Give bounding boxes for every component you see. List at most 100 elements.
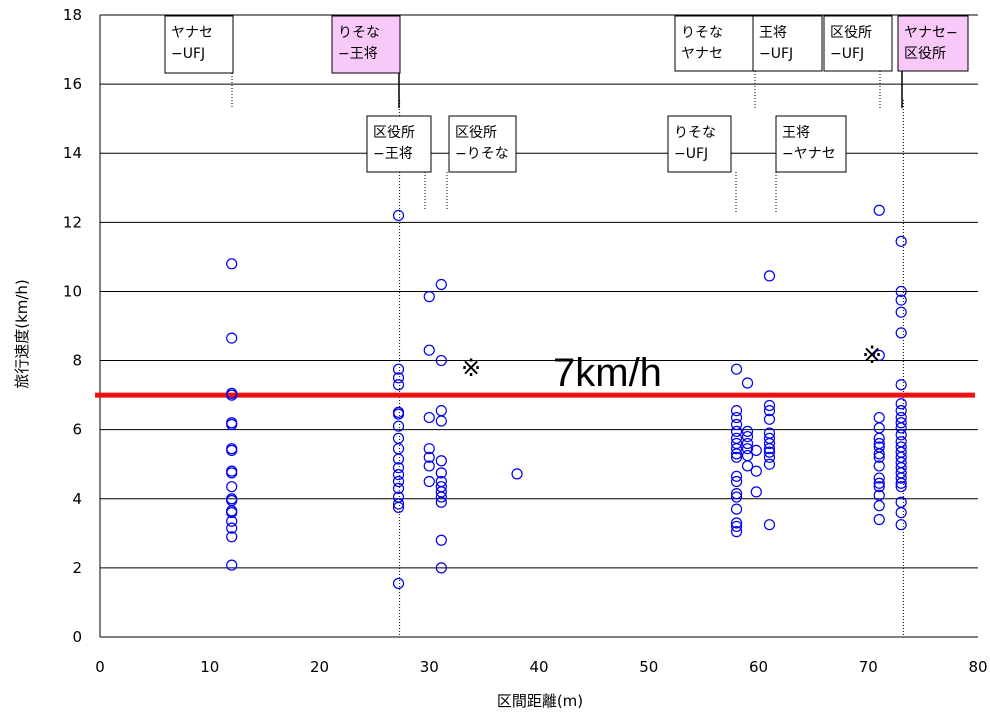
data-point: [895, 519, 907, 531]
label-line: −UFJ: [830, 46, 864, 62]
data-point: [730, 517, 743, 529]
label-line: りそな: [681, 25, 723, 41]
label-line: ヤナセ: [171, 25, 213, 41]
label-line: 区役所: [373, 125, 415, 141]
data-point: [741, 430, 754, 443]
data-point: [730, 418, 743, 431]
data-point: [730, 448, 743, 460]
data-point: [392, 468, 405, 481]
data-point: [392, 432, 405, 444]
label-box: [448, 115, 517, 173]
data-point: [423, 475, 435, 488]
data-point: [895, 405, 907, 417]
label-box: [752, 15, 823, 72]
data-point: [423, 411, 435, 424]
data-point: [730, 503, 743, 515]
data-point: [895, 235, 907, 247]
label-line: −王将: [338, 46, 378, 62]
x-tick-label: 50: [639, 658, 658, 676]
label-line: 区役所: [830, 25, 872, 41]
data-point: [763, 413, 776, 425]
data-point: [895, 327, 907, 339]
data-point: [730, 363, 743, 375]
section-leader-lines: [399, 100, 904, 637]
data-point: [873, 422, 885, 434]
y-tick-label: 4: [72, 490, 82, 508]
data-point: [763, 446, 776, 458]
data-point: [763, 443, 776, 455]
data-point: [750, 444, 762, 456]
x-axis-title: 区間距離(m): [497, 692, 583, 710]
data-point: [873, 411, 885, 424]
label-line: りそな: [674, 125, 716, 141]
section-label-1: ヤナセ −UFJ: [164, 15, 234, 108]
data-point: [392, 420, 405, 432]
data-point: [423, 344, 435, 356]
data-point: [435, 491, 447, 503]
data-point: [741, 460, 754, 472]
data-point: [730, 470, 743, 482]
data-point: [895, 306, 907, 318]
data-point: [873, 204, 885, 216]
data-point: [873, 513, 885, 526]
data-point: [392, 501, 405, 514]
note-mark-2: ※: [862, 341, 882, 369]
section-label-6: りそな −UFJ: [667, 115, 737, 212]
label-line: −ヤナセ: [782, 146, 836, 162]
data-point: [741, 425, 754, 437]
data-point: [763, 458, 776, 470]
data-point: [730, 520, 743, 533]
data-point: [435, 278, 447, 291]
data-point: [392, 408, 405, 420]
label-box: [823, 15, 893, 72]
data-point: [873, 460, 885, 472]
data-point: [226, 506, 238, 519]
label-line: ヤナセ−: [904, 25, 958, 41]
label-line: 区役所: [455, 125, 497, 141]
data-point: [392, 363, 405, 375]
data-point: [730, 526, 743, 538]
y-tick-label: 10: [63, 282, 82, 300]
label-box: [674, 15, 754, 72]
data-point: [392, 498, 405, 510]
data-point: [423, 443, 435, 455]
y-tick-label: 12: [63, 213, 82, 231]
data-point: [392, 482, 405, 495]
data-point: [226, 531, 238, 543]
data-point: [423, 291, 435, 303]
data-point: [435, 467, 447, 479]
data-point: [511, 468, 523, 480]
label-line: りそな: [338, 25, 380, 41]
x-tick-label: 10: [200, 658, 219, 676]
data-point: [435, 455, 447, 467]
x-tick-label: 60: [749, 658, 768, 676]
data-point: [741, 377, 754, 389]
label-line: −UFJ: [674, 146, 708, 162]
label-line: −UFJ: [171, 46, 205, 62]
label-line: −王将: [373, 146, 413, 162]
data-point: [895, 472, 907, 484]
data-point: [873, 500, 885, 512]
label-line: 王将: [759, 25, 787, 41]
label-box: [897, 15, 969, 72]
data-point: [226, 522, 238, 534]
data-point: [895, 379, 907, 391]
x-tick-label: 30: [420, 658, 439, 676]
label-box: [164, 15, 234, 74]
data-point: [226, 467, 238, 479]
data-point: [895, 398, 907, 410]
y-tick-label: 8: [72, 352, 82, 370]
data-point: [730, 491, 743, 503]
data-point: [392, 372, 405, 384]
y-axis-title: 旅行速度(km/h): [13, 279, 31, 389]
data-point: [423, 451, 435, 463]
data-point: [895, 417, 907, 429]
data-point: [392, 577, 405, 590]
x-tick-label: 40: [529, 658, 548, 676]
note-mark-1: ※: [461, 354, 481, 382]
label-line: −UFJ: [759, 46, 793, 62]
data-point: [435, 354, 447, 367]
data-point: [763, 519, 776, 531]
label-box: [775, 115, 847, 173]
